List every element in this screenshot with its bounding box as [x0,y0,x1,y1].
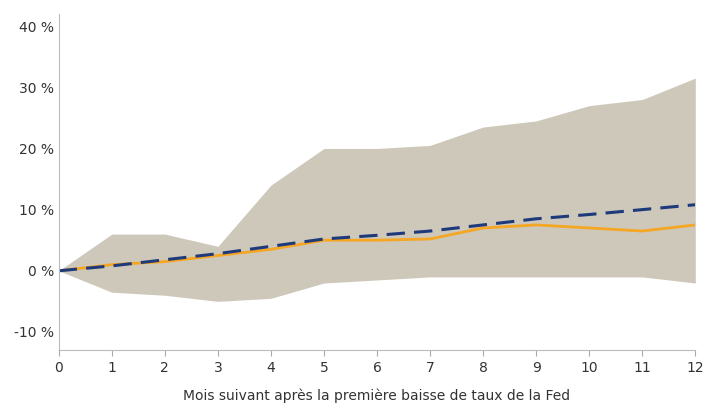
X-axis label: Mois suivant après la première baisse de taux de la Fed: Mois suivant après la première baisse de… [184,389,571,403]
